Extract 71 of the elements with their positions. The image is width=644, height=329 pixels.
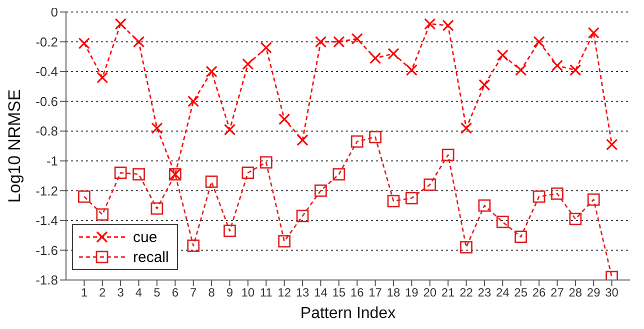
point: [551, 187, 564, 200]
y-tick-label: -0.6: [36, 94, 58, 109]
x-tick-label: 1: [80, 286, 88, 300]
point: [332, 168, 346, 180]
point: [532, 190, 546, 203]
point: [205, 176, 218, 188]
y-tick-label: -1: [46, 154, 58, 169]
x-tick-label: 17: [368, 286, 382, 300]
x-tick-label: 11: [260, 286, 273, 300]
x-tick-label: 12: [278, 286, 292, 300]
y-tick-label: -0.2: [36, 34, 58, 50]
y-tick-label: -1.6: [36, 242, 58, 258]
point: [442, 148, 454, 162]
x-tick-label: 22: [460, 286, 474, 300]
x-tick-label: 23: [478, 286, 492, 300]
x-tick-label: 13: [296, 286, 310, 300]
point: [260, 156, 272, 169]
point: [296, 210, 309, 222]
y-tick-label: -0.8: [36, 124, 58, 139]
x-tick-label: 2: [99, 286, 106, 300]
point: [387, 194, 400, 208]
x-tick-label: 28: [568, 286, 582, 300]
x-tick-label: 21: [441, 286, 456, 300]
x-tick-label: 9: [226, 286, 234, 300]
x-tick-label: 20: [423, 286, 437, 300]
point: [424, 178, 436, 191]
y-axis-title: Log10 NRMSE: [5, 89, 24, 203]
point: [587, 193, 600, 206]
x-tick-label: 6: [172, 286, 179, 300]
point: [224, 224, 236, 238]
point: [350, 135, 364, 148]
y-tick-label: -1.8: [36, 272, 58, 288]
x-tick-label: 25: [514, 286, 528, 300]
point: [187, 240, 200, 252]
x-tick-label: 5: [154, 286, 161, 300]
point: [496, 216, 509, 228]
x-tick-label: 24: [496, 286, 510, 300]
point: [460, 241, 472, 254]
point: [242, 166, 254, 179]
x-tick-label: 30: [605, 286, 619, 300]
x-tick-label: 3: [117, 286, 124, 300]
point: [278, 235, 291, 248]
x-tick-label: 29: [586, 286, 601, 300]
x-tick-label: 26: [532, 286, 546, 300]
x-tick-label: 27: [550, 286, 564, 300]
point: [478, 199, 491, 212]
legend-label: cue: [133, 228, 158, 246]
x-tick-label: 7: [190, 286, 198, 300]
point: [150, 202, 164, 215]
point: [314, 184, 327, 197]
point: [114, 166, 127, 179]
x-tick-label: 19: [405, 286, 419, 300]
x-tick-label: 14: [314, 286, 328, 300]
x-tick-label: 16: [350, 286, 364, 300]
y-tick-label: -0.4: [36, 64, 58, 80]
point: [569, 212, 582, 226]
point: [96, 208, 109, 221]
x-tick-label: 4: [135, 286, 142, 300]
point: [405, 192, 418, 204]
point: [369, 130, 382, 144]
x-tick-label: 18: [386, 286, 400, 300]
x-tick-label: 10: [241, 286, 255, 300]
point: [514, 230, 528, 244]
x-axis-title: Pattern Index: [300, 305, 396, 322]
x-tick-label: 8: [208, 286, 216, 300]
x-tick-label: 15: [332, 286, 346, 300]
y-tick-label: -1.4: [36, 213, 58, 228]
y-tick-label: -1.2: [36, 183, 58, 198]
point: [78, 190, 90, 203]
point: [132, 168, 145, 180]
legend-label: recall: [133, 248, 169, 266]
